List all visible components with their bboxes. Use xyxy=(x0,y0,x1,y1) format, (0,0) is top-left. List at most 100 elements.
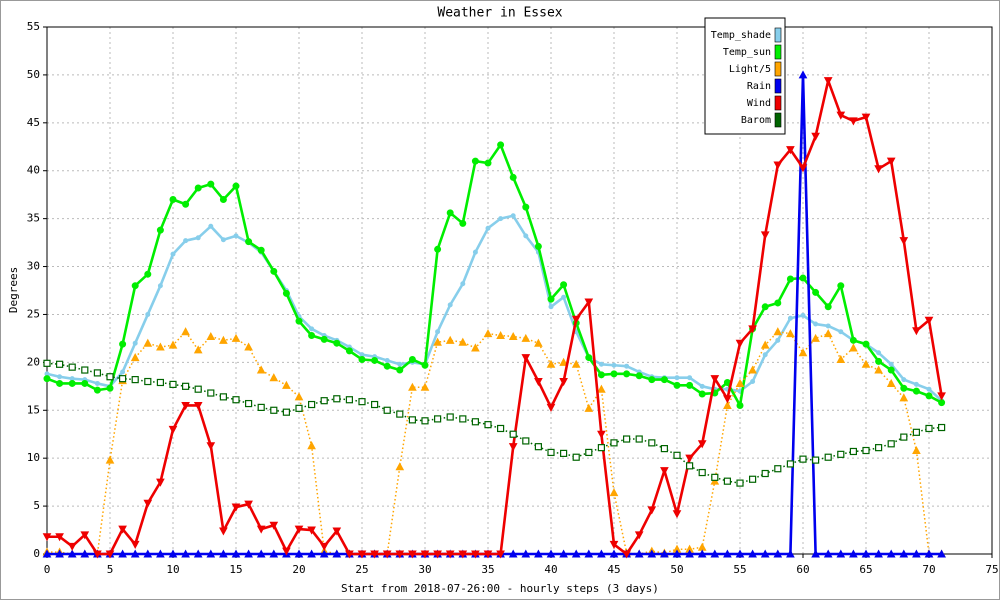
point xyxy=(823,329,833,338)
point xyxy=(282,547,291,556)
y-tick-label: 15 xyxy=(27,403,40,416)
point xyxy=(811,333,820,342)
point xyxy=(383,362,391,370)
point xyxy=(395,550,405,559)
legend-label: Light/5 xyxy=(729,64,771,75)
point xyxy=(660,376,668,384)
point xyxy=(183,238,189,244)
point xyxy=(837,450,845,458)
point xyxy=(397,361,403,367)
point xyxy=(181,327,190,336)
point xyxy=(522,203,530,211)
point xyxy=(445,550,455,559)
point xyxy=(42,533,52,542)
point xyxy=(144,270,152,278)
point xyxy=(912,387,920,395)
point xyxy=(270,406,278,414)
point xyxy=(901,377,907,383)
point xyxy=(849,117,858,126)
point xyxy=(699,383,705,389)
point xyxy=(925,424,933,433)
point xyxy=(408,382,417,391)
point xyxy=(609,488,619,497)
point xyxy=(193,549,203,558)
point xyxy=(750,379,756,385)
point xyxy=(269,549,279,558)
point xyxy=(723,395,732,404)
point xyxy=(57,374,63,380)
point xyxy=(446,209,454,217)
point xyxy=(685,454,694,463)
point xyxy=(181,401,190,411)
point xyxy=(420,382,430,391)
legend-label: Barom xyxy=(741,115,771,126)
y-tick-label: 55 xyxy=(27,20,40,33)
point xyxy=(723,400,732,409)
point xyxy=(572,453,580,461)
point xyxy=(194,184,202,192)
point xyxy=(193,401,203,411)
point xyxy=(231,549,241,558)
point xyxy=(521,354,531,363)
point xyxy=(130,353,140,362)
point xyxy=(798,70,808,79)
point xyxy=(874,365,883,374)
point xyxy=(460,281,466,287)
point xyxy=(93,386,101,394)
x-tick-label: 40 xyxy=(544,563,557,576)
point xyxy=(900,384,908,392)
y-axis-label: Degrees xyxy=(7,267,20,313)
point xyxy=(900,433,908,441)
point xyxy=(571,549,581,558)
point xyxy=(546,359,556,368)
point xyxy=(521,333,531,342)
point xyxy=(207,180,215,188)
point xyxy=(584,549,594,558)
point xyxy=(648,376,656,384)
point xyxy=(119,340,127,348)
point xyxy=(231,503,241,512)
point xyxy=(786,146,795,155)
point xyxy=(672,549,682,558)
point xyxy=(762,352,768,358)
point xyxy=(496,550,505,559)
x-tick-label: 15 xyxy=(229,563,242,576)
point xyxy=(245,238,253,246)
point xyxy=(849,549,858,558)
point xyxy=(799,455,807,463)
point xyxy=(912,445,921,455)
point xyxy=(610,370,618,378)
point xyxy=(938,399,946,407)
legend-label: Temp_sun xyxy=(723,47,771,58)
point xyxy=(156,378,164,387)
point xyxy=(597,444,606,452)
point xyxy=(937,392,946,401)
point xyxy=(245,399,253,408)
point xyxy=(876,350,882,356)
point xyxy=(648,439,656,447)
point xyxy=(660,549,669,558)
point xyxy=(887,366,895,374)
point xyxy=(825,323,831,329)
point xyxy=(559,549,568,558)
point xyxy=(219,527,228,536)
plot-area xyxy=(47,27,992,554)
point xyxy=(81,379,89,387)
point xyxy=(256,525,266,534)
point xyxy=(597,384,606,393)
point xyxy=(282,408,290,416)
point xyxy=(698,390,706,398)
point xyxy=(193,345,203,354)
point xyxy=(912,428,921,436)
legend-swatch xyxy=(774,61,782,77)
point xyxy=(861,359,871,368)
point xyxy=(861,113,871,122)
point xyxy=(105,550,115,559)
point xyxy=(925,392,933,400)
point xyxy=(710,549,720,558)
point xyxy=(534,443,543,451)
point xyxy=(459,415,467,423)
point xyxy=(143,549,153,558)
point xyxy=(195,235,201,241)
